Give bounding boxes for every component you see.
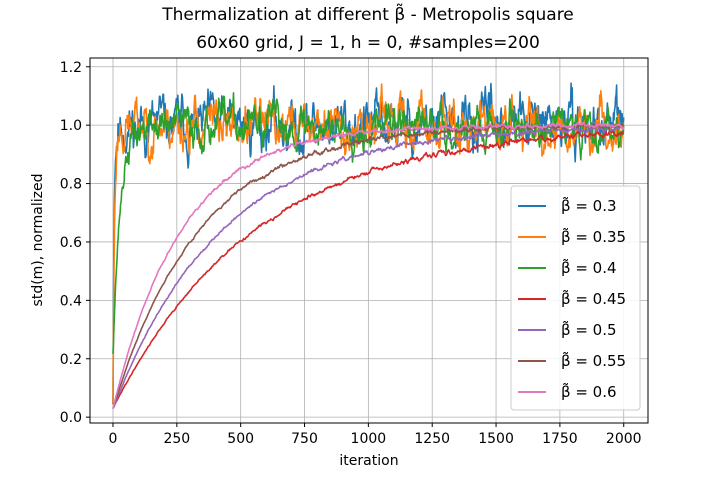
- chart-title-line2: 60x60 grid, J = 1, h = 0, #samples=200: [196, 33, 540, 53]
- x-tick-label: 0: [109, 431, 118, 447]
- y-tick-label: 0.4: [60, 293, 82, 309]
- series-line-3: [112, 129, 625, 409]
- legend-label: β̃ = 0.6: [561, 382, 617, 401]
- y-ticks: 0.0 0.2 0.4 0.6 0.8 1.0 1.2: [60, 60, 90, 426]
- legend-label: β̃ = 0.5: [561, 320, 617, 339]
- legend-label: β̃ = 0.35: [561, 227, 626, 246]
- x-axis-label: iteration: [339, 453, 398, 469]
- series-line-6: [112, 121, 625, 409]
- legend-box: [510, 185, 641, 411]
- x-tick-label: 750: [291, 431, 318, 447]
- y-axis-label: std(m), normalized: [30, 174, 46, 307]
- legend: β̃ = 0.3 β̃ = 0.35 β̃ = 0.4 β̃ = 0.45 β̃ = 0…: [510, 185, 641, 411]
- x-tick-label: 2000: [606, 431, 642, 447]
- legend-label: β̃ = 0.55: [561, 351, 626, 370]
- y-tick-label: 0.2: [60, 352, 82, 368]
- legend-label: β̃ = 0.45: [561, 289, 626, 308]
- plot-frame: [89, 57, 649, 424]
- x-tick-label: 1500: [478, 431, 514, 447]
- y-tick-label: 0.0: [60, 410, 82, 426]
- chart-title-line1: Thermalization at different β̃ - Metropo…: [161, 3, 574, 25]
- x-tick-label: 1750: [542, 431, 578, 447]
- series-lines: [112, 82, 625, 409]
- y-tick-label: 0.8: [60, 177, 82, 193]
- series-line-4: [112, 126, 625, 409]
- x-ticks: 0 250 500 750 1000 1250 1500 1750 2000: [109, 423, 642, 447]
- x-tick-label: 250: [163, 431, 190, 447]
- legend-label: β̃ = 0.3: [561, 196, 617, 215]
- y-tick-label: 1.2: [60, 60, 82, 76]
- legend-label: β̃ = 0.4: [561, 258, 617, 277]
- y-tick-label: 1.0: [60, 118, 82, 134]
- x-tick-label: 1000: [351, 431, 387, 447]
- y-tick-label: 0.6: [60, 235, 82, 251]
- x-tick-label: 1250: [414, 431, 450, 447]
- x-tick-label: 500: [227, 431, 254, 447]
